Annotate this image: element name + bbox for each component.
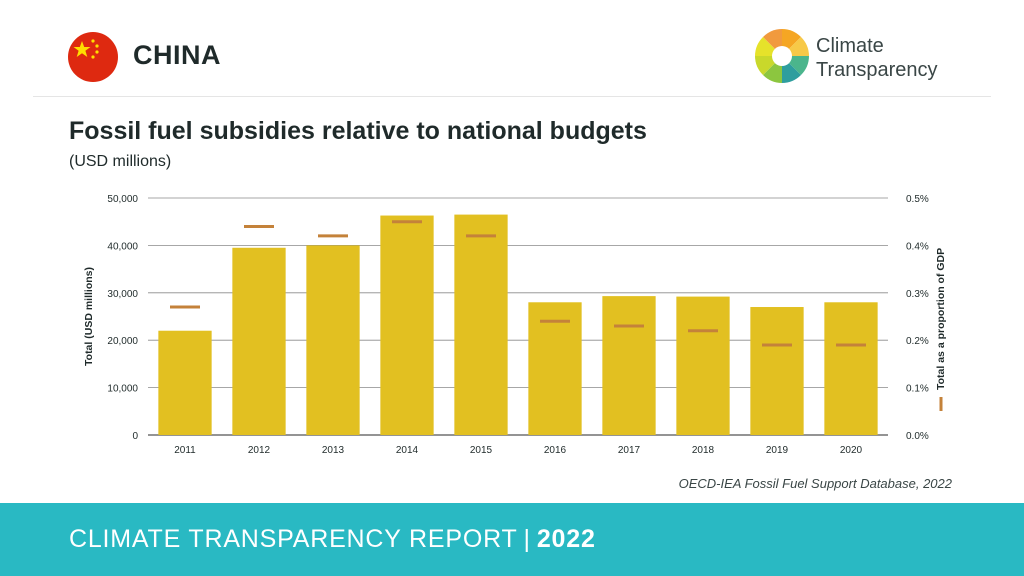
x-tick-label: 2017 [618,445,641,456]
x-tick-label: 2018 [692,445,715,456]
bar [676,296,730,435]
logo-text-line1: Climate [816,35,884,57]
footer-report-title: CLIMATE TRANSPARENCY REPORT [69,525,518,553]
y2-tick-label: 0.5% [906,194,929,205]
bar [232,247,286,435]
logo-text-line2: Transparency [816,59,938,81]
bar [454,214,508,435]
bar [528,302,582,435]
y2-tick-label: 0.4% [906,241,929,252]
x-tick-label: 2015 [470,445,493,456]
source-note: OECD-IEA Fossil Fuel Support Database, 2… [678,476,952,491]
bar [306,245,360,435]
footer-band: CLIMATE TRANSPARENCY REPORT | 2022 [0,503,1024,576]
footer-text: CLIMATE TRANSPARENCY REPORT | 2022 [69,525,596,554]
bar [380,215,434,435]
y-tick-label: 30,000 [107,289,138,300]
footer-separator: | [523,525,531,553]
bar-chart: 0 10,000 20,000 30,000 40,000 50,000 0.0% 0.1% 0… [83,194,947,456]
y-tick-label: 50,000 [107,194,138,205]
y2-tick-label: 0.1% [906,384,929,395]
footer-year: 2022 [536,525,596,553]
x-tick-label: 2019 [766,445,789,456]
y-axis-label: Total (USD millions) [83,267,95,366]
y2-tick-label: 0.0% [906,431,929,442]
bar [602,296,656,435]
climate-transparency-logo-icon [755,29,809,83]
x-tick-label: 2020 [840,445,863,456]
chart-subtitle: (USD millions) [69,153,172,170]
bar [158,330,212,435]
china-flag-icon [68,32,118,82]
y-tick-label: 10,000 [107,384,138,395]
header: CHINA Climate Transparency [0,0,1024,96]
bar [824,302,878,435]
y-tick-label: 40,000 [107,241,138,252]
country-name: CHINA [133,40,221,70]
y-tick-label: 20,000 [107,336,138,347]
y2-axis-label: Total as a proportion of GDP [935,248,947,390]
x-tick-label: 2013 [322,445,345,456]
y2-tick-label: 0.2% [906,336,929,347]
x-tick-label: 2011 [174,445,196,456]
x-tick-label: 2016 [544,445,567,456]
x-tick-label: 2012 [248,445,271,456]
header-divider [33,96,991,97]
logo-text: Climate Transparency [816,34,938,82]
bar [750,307,804,435]
y-tick-label: 0 [132,431,138,442]
y2-tick-label: 0.3% [906,289,929,300]
chart-title: Fossil fuel subsidies relative to nation… [69,117,647,145]
x-tick-label: 2014 [396,445,419,456]
